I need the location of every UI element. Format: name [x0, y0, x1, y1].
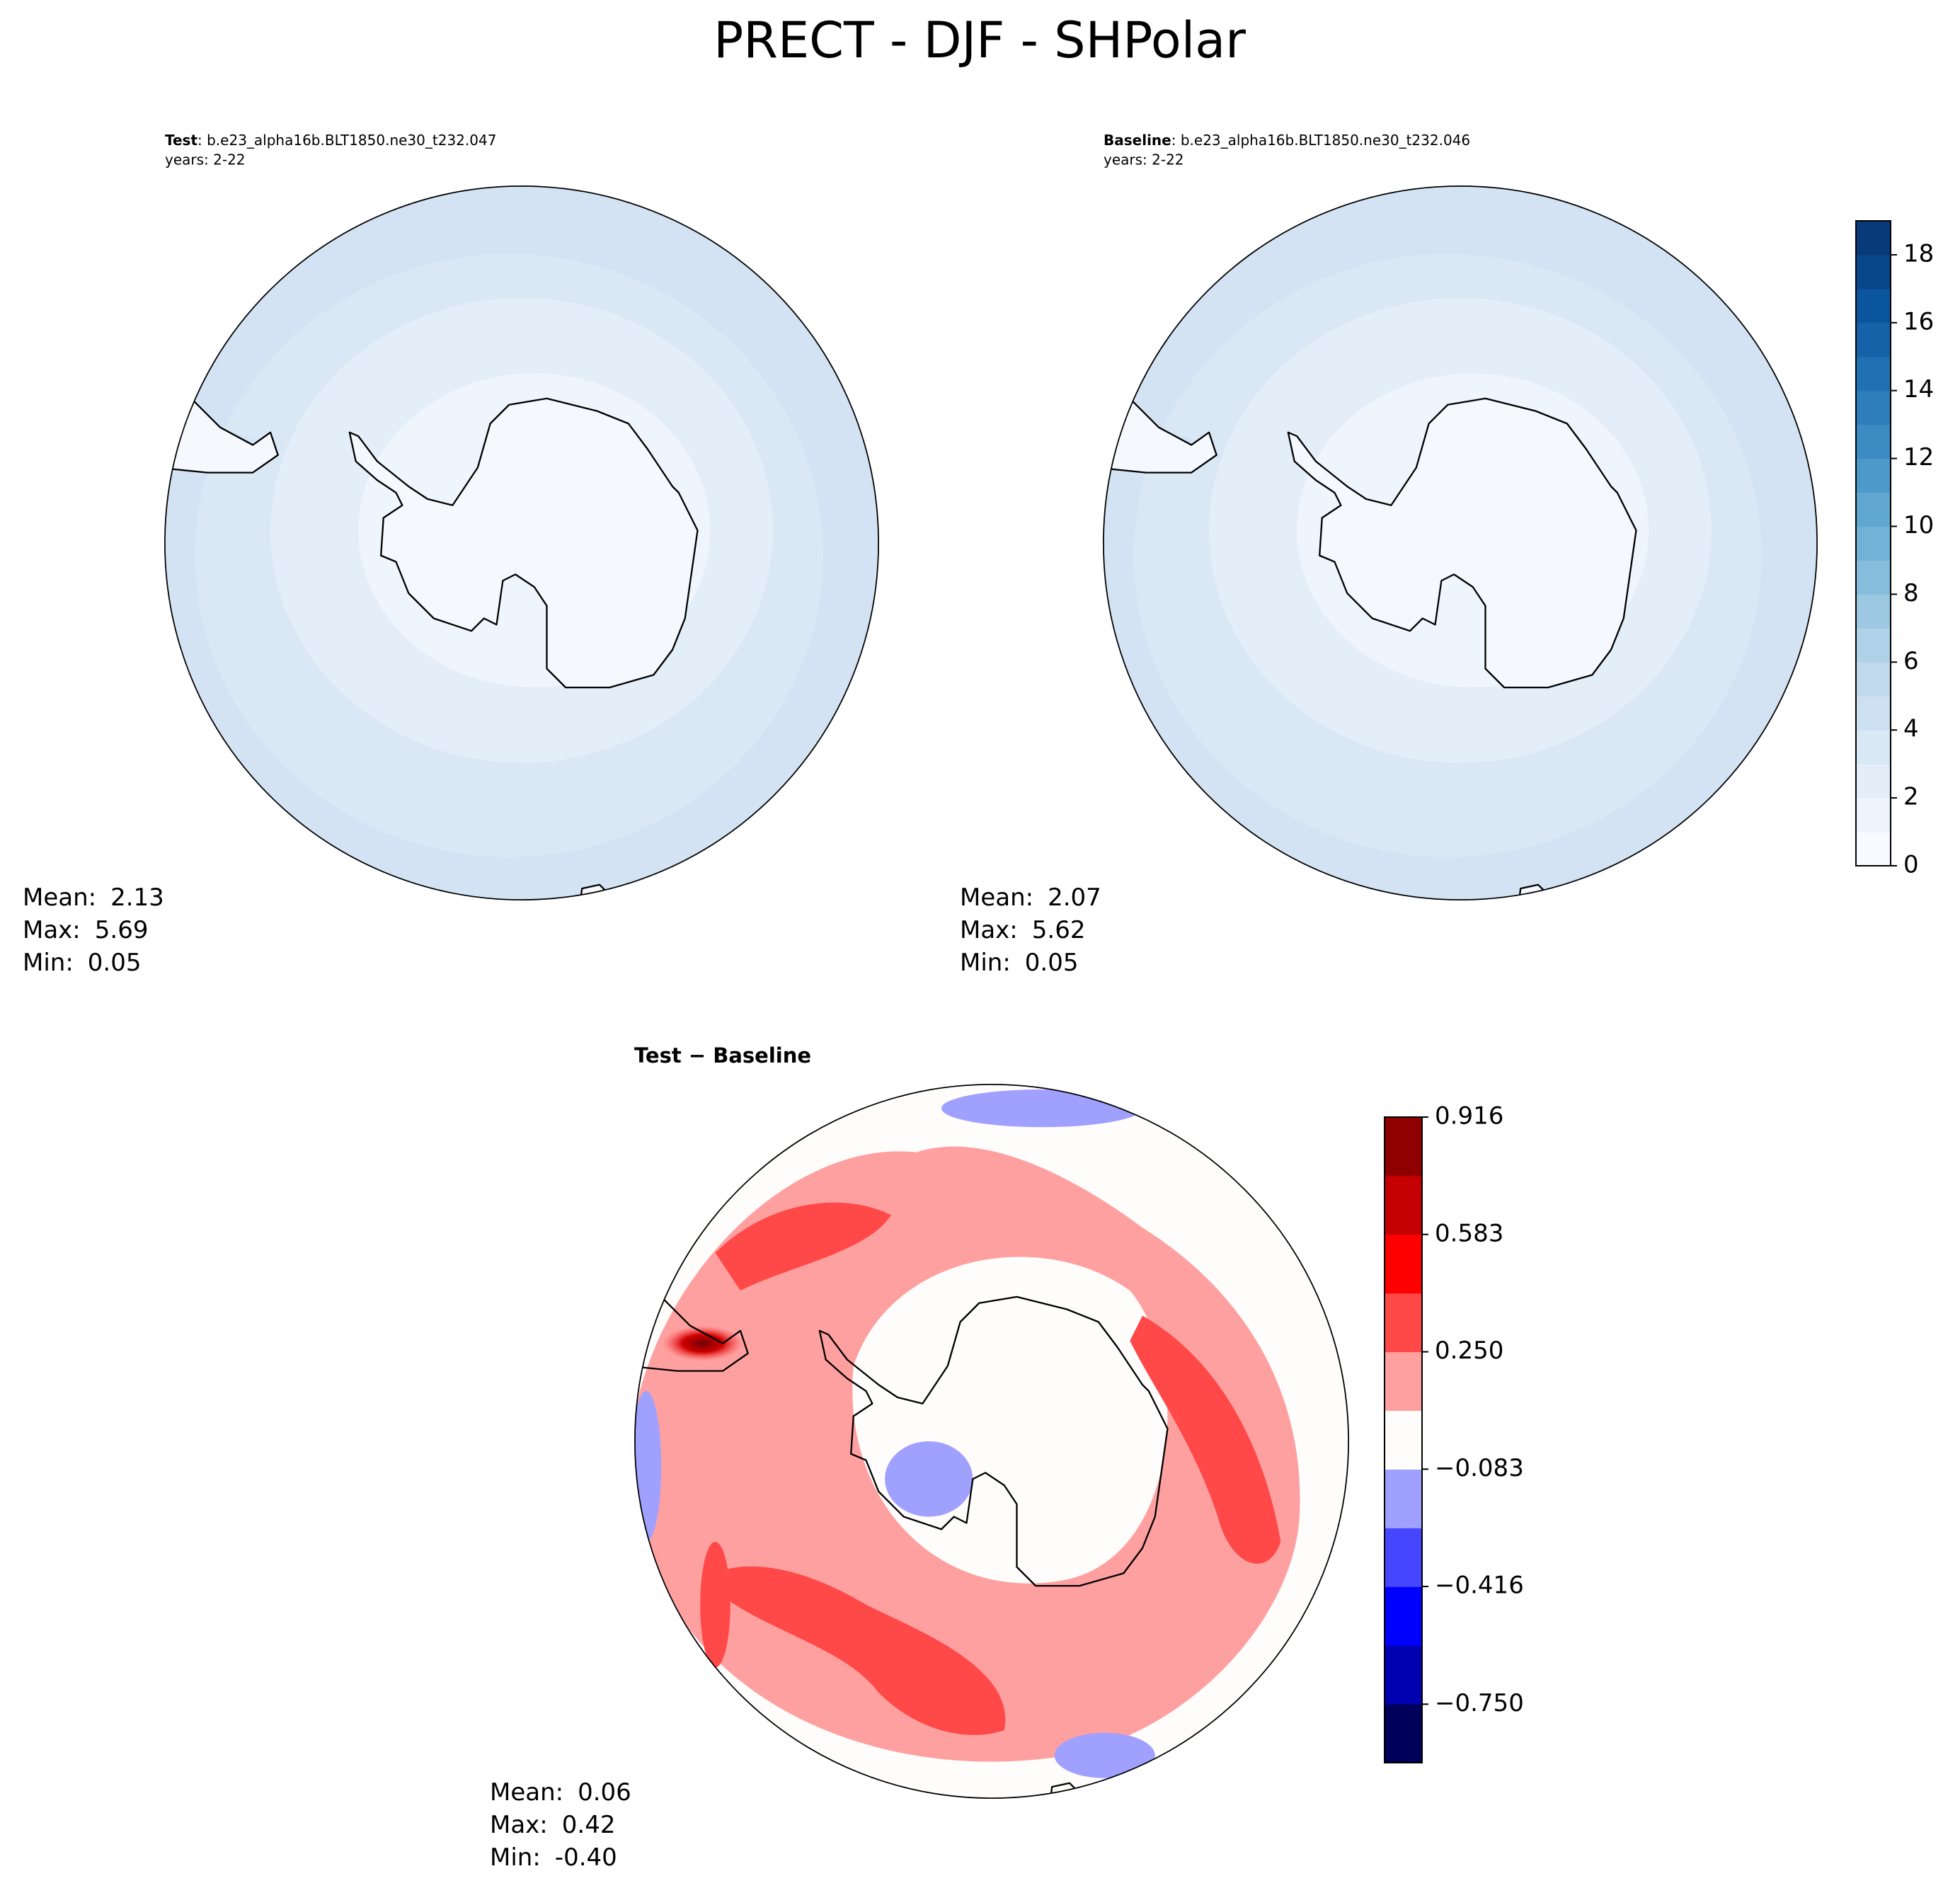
colorbar-band — [1856, 390, 1891, 425]
stat-name: Min: — [490, 1843, 541, 1872]
colorbar-band — [1856, 594, 1891, 629]
colorbar-band — [1856, 322, 1891, 357]
stat-value: 2.07 — [1048, 883, 1101, 912]
colorbar-tick-label: 18 — [1903, 239, 1934, 268]
colorbar-tick-label: 0.583 — [1435, 1219, 1503, 1247]
colorbar-band — [1856, 526, 1891, 561]
stat-name: Max: — [23, 916, 81, 944]
colorbar-tick-label: 0 — [1903, 851, 1919, 879]
colorbar-band — [1385, 1645, 1422, 1705]
colorbar-band — [1385, 1469, 1422, 1528]
colorbar-frame — [1384, 1116, 1423, 1763]
colorbar-band — [1385, 1704, 1422, 1763]
colorbar-band — [1385, 1234, 1422, 1294]
panel-title: Test − Baseline — [634, 1043, 811, 1068]
colorbar-band — [1856, 798, 1891, 833]
stat-line: Max: 0.42 — [490, 1811, 615, 1839]
stat-name: Min: — [23, 949, 74, 977]
colorbar-band — [1856, 628, 1891, 663]
stat-line: Min: -0.40 — [490, 1843, 617, 1872]
stat-name: Max: — [960, 916, 1018, 944]
colorbar-frame — [1855, 220, 1891, 866]
stat-name: Max: — [490, 1811, 548, 1839]
stat-line: Max: 5.69 — [23, 916, 148, 944]
stat-name: Mean: — [490, 1778, 563, 1807]
colorbar-tick-label: 16 — [1903, 307, 1934, 336]
colorbar-tick-label: 14 — [1903, 375, 1934, 404]
panel-subtitle: years: 2-22 — [1104, 151, 1184, 168]
stat-name: Mean: — [960, 883, 1033, 912]
colorbar-tick-label: −0.416 — [1435, 1572, 1524, 1600]
map — [1103, 185, 1818, 900]
stat-line: Mean: 2.07 — [960, 883, 1101, 912]
colorbar-band — [1385, 1351, 1422, 1412]
stat-line: Mean: 2.13 — [23, 883, 164, 912]
colorbar-band — [1385, 1586, 1422, 1646]
stat-value: 2.13 — [110, 883, 164, 912]
colorbar-band — [1856, 288, 1891, 324]
panel-label: Baseline — [1104, 132, 1171, 149]
panel-subtitle: years: 2-22 — [165, 151, 246, 168]
stat-value: 5.69 — [95, 916, 149, 944]
stat-line: Min: 0.05 — [960, 949, 1079, 977]
colorbar-tick-label: 12 — [1903, 443, 1934, 471]
colorbar-band — [1856, 356, 1891, 391]
colorbar-band — [1385, 1293, 1422, 1353]
stat-value: 0.42 — [562, 1811, 616, 1839]
colorbar-tick-label: 6 — [1903, 647, 1919, 675]
map — [164, 185, 879, 900]
colorbar-band — [1856, 730, 1891, 765]
stat-name: Mean: — [23, 883, 96, 912]
colorbar-band — [1856, 254, 1891, 290]
panel-title: Baseline: b.e23_alpha16b.BLT1850.ne30_t2… — [1104, 132, 1470, 149]
colorbar-band — [1385, 1117, 1422, 1177]
colorbar-tick-label: 10 — [1903, 511, 1934, 539]
colorbar-tick-label: 4 — [1903, 715, 1919, 743]
colorbar-band — [1856, 458, 1891, 493]
colorbar-band — [1856, 662, 1891, 697]
colorbar-band — [1856, 492, 1891, 527]
colorbar-band — [1856, 560, 1891, 595]
colorbar-band — [1385, 1410, 1422, 1470]
stat-name: Min: — [960, 949, 1011, 977]
stat-value: 0.05 — [88, 949, 142, 977]
stat-value: 0.06 — [578, 1778, 631, 1807]
colorbar-band — [1856, 696, 1891, 731]
panel-label: Test — [165, 132, 197, 149]
colorbar-band — [1385, 1528, 1422, 1587]
colorbar: 0 2 4 6 8 10 12 14 16 18 — [1855, 220, 1934, 879]
colorbar-band — [1856, 832, 1891, 866]
stat-value: 5.62 — [1032, 916, 1086, 944]
colorbar-tick-label: −0.083 — [1435, 1454, 1524, 1482]
panel-case: : b.e23_alpha16b.BLT1850.ne30_t232.047 — [197, 132, 496, 149]
colorbar-band — [1856, 764, 1891, 799]
colorbar-tick-label: 0.916 — [1435, 1102, 1503, 1131]
colorbar-tick-label: −0.750 — [1435, 1689, 1524, 1717]
stat-value: -0.40 — [555, 1843, 617, 1872]
colorbar-band — [1856, 221, 1891, 256]
stat-line: Mean: 0.06 — [490, 1778, 631, 1807]
colorbar-band — [1385, 1175, 1422, 1235]
stats: Mean: 2.07 Max: 5.62 Min: 0.05 — [960, 883, 1101, 977]
stat-line: Min: 0.05 — [23, 949, 142, 977]
stats: Mean: 0.06 Max: 0.42 Min: -0.40 — [490, 1778, 631, 1872]
colorbar-tick-label: 0.250 — [1435, 1337, 1503, 1365]
map — [634, 1084, 1349, 1799]
figure-title: PRECT - DJF - SHPolar — [713, 11, 1246, 69]
panel-title: Test: b.e23_alpha16b.BLT1850.ne30_t232.0… — [165, 132, 496, 149]
panel-case: : b.e23_alpha16b.BLT1850.ne30_t232.046 — [1171, 132, 1470, 149]
stats: Mean: 2.13 Max: 5.69 Min: 0.05 — [23, 883, 164, 977]
colorbar-tick-label: 2 — [1903, 783, 1919, 811]
stat-value: 0.05 — [1025, 949, 1079, 977]
colorbar: −0.750 −0.416 −0.083 0.250 0.583 0.916 — [1384, 1102, 1524, 1763]
colorbar-band — [1856, 424, 1891, 459]
colorbar-tick-label: 8 — [1903, 579, 1919, 607]
stat-line: Max: 5.62 — [960, 916, 1085, 944]
